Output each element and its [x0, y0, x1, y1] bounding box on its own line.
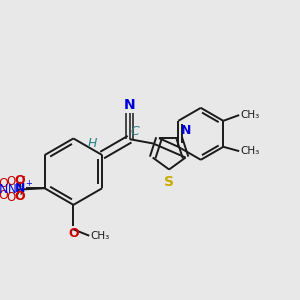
Text: N: N	[8, 183, 17, 196]
Text: O: O	[0, 189, 8, 202]
Text: O: O	[14, 190, 25, 203]
Text: N: N	[124, 98, 135, 112]
Text: N: N	[15, 182, 25, 195]
Text: O: O	[7, 175, 16, 188]
Text: +: +	[25, 178, 32, 188]
Text: CH₃: CH₃	[90, 231, 110, 241]
Text: O: O	[14, 174, 25, 187]
Text: C: C	[130, 125, 139, 138]
Text: O: O	[0, 177, 8, 190]
Text: CH₃: CH₃	[240, 110, 259, 120]
Text: CH₃: CH₃	[240, 146, 259, 156]
Text: N: N	[181, 124, 191, 137]
Text: S: S	[164, 175, 174, 189]
Text: O: O	[7, 191, 16, 204]
Text: N: N	[0, 183, 8, 196]
Text: O: O	[68, 227, 79, 240]
Text: H: H	[88, 137, 97, 150]
Text: -: -	[21, 171, 25, 181]
